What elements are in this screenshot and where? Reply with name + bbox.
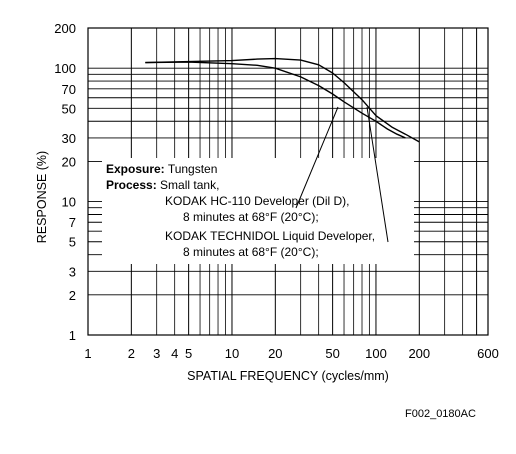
x-tick-label: 50 [325,346,339,361]
exposure-line: Exposure: Tungsten [106,162,217,176]
y-tick-label: 1 [69,328,76,343]
data-series [145,57,420,143]
exposure-label: Exposure: [106,162,165,176]
plot-area-frame [87,27,489,336]
y-tick-label: 50 [62,101,76,116]
exposure-value: Tungsten [168,162,218,176]
y-tick-label: 3 [69,264,76,279]
x-axis-title: SPATIAL FREQUENCY (cycles/mm) [187,369,389,383]
x-tick-label: 2 [128,346,135,361]
y-tick-label: 70 [62,82,76,97]
x-tick-label: 10 [225,346,239,361]
figure-id: F002_0180AC [405,408,476,420]
y-tick-label: 2 [69,288,76,303]
mtf-curve [145,57,420,143]
annotation-background [102,158,414,264]
process-label: Process: [106,178,157,192]
y-tick-labels: 1 2 3 5 7 10 20 30 50 70 100 200 [54,21,76,343]
x-tick-label: 100 [365,346,387,361]
mtf-curve [145,61,406,139]
y-tick-label: 200 [54,21,76,36]
x-tick-label: 3 [153,346,160,361]
x-tick-labels: 1 2 3 4 5 10 20 50 100 200 600 [84,346,498,361]
y-axis-title: RESPONSE (%) [35,151,49,243]
y-tick-label: 20 [62,154,76,169]
x-tick-label: 5 [185,346,192,361]
x-tick-label: 4 [171,346,178,361]
x-tick-label: 1 [84,346,91,361]
y-tick-label: 7 [69,215,76,230]
y-tick-label: 10 [62,195,76,210]
x-tick-label: 20 [268,346,282,361]
y-tick-label: 5 [69,235,76,250]
process-line: Process: Small tank, [106,178,219,192]
process-annotation: Exposure: Tungsten Process: Small tank, … [102,106,414,264]
developer-line-4: 8 minutes at 68°F (20°C); [183,245,319,259]
y-tick-label: 30 [62,131,76,146]
x-tick-label: 600 [477,346,499,361]
leader-line-2 [366,106,389,243]
developer-line-3: KODAK TECHNIDOL Liquid Developer, [165,229,375,243]
y-tick-label: 100 [54,61,76,76]
process-value: Small tank, [160,178,219,192]
leader-line-1 [295,106,339,209]
x-tick-label: 200 [408,346,430,361]
developer-line-1: KODAK HC-110 Developer (Dil D), [165,194,350,208]
developer-line-2: 8 minutes at 68°F (20°C); [183,210,319,224]
